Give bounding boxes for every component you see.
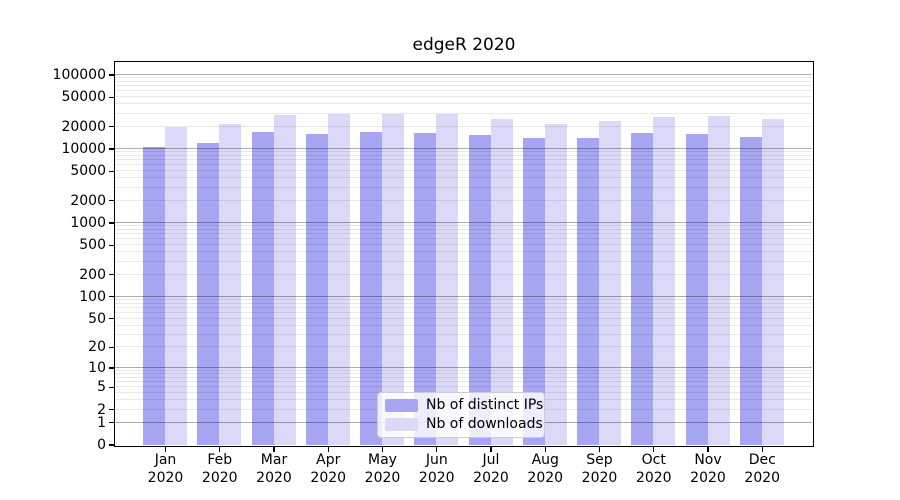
bar-nb-of-distinct-ips-nov-2020 — [685, 134, 708, 445]
x-axis-tick-jan-2020 — [164, 446, 167, 452]
bar-nb-of-downloads-jun-2020 — [436, 113, 459, 445]
legend-label-downloads: Nb of downloads — [426, 416, 543, 432]
y-axis-tick-0 — [109, 444, 115, 446]
x-tick-label-dec-2020: Dec 2020 — [744, 452, 781, 486]
y-axis-tick-5 — [109, 386, 115, 389]
bar-nb-of-downloads-nov-2020 — [707, 116, 730, 445]
bar-nb-of-downloads-jul-2020 — [490, 118, 513, 445]
x-axis-tick-apr-2020 — [327, 446, 329, 452]
y-axis-tick-20 — [109, 346, 115, 348]
y-axis-tick-200 — [109, 273, 115, 276]
bar-nb-of-downloads-sep-2020 — [599, 120, 621, 445]
y-tick-label-1000: 1000 — [70, 214, 106, 231]
y-axis-tick-2000 — [109, 200, 115, 202]
x-axis-tick-dec-2020 — [761, 446, 763, 452]
x-tick-label-jul-2020: Jul 2020 — [473, 452, 509, 486]
bar-nb-of-distinct-ips-feb-2020 — [197, 143, 220, 445]
y-axis-tick-100 — [109, 296, 115, 298]
bar-nb-of-distinct-ips-mar-2020 — [251, 131, 274, 445]
x-axis-tick-may-2020 — [381, 446, 384, 452]
bar-nb-of-distinct-ips-dec-2020 — [739, 136, 762, 445]
y-axis-tick-1000 — [109, 222, 115, 224]
x-tick-label-nov-2020: Nov 2020 — [690, 452, 726, 486]
bar-nb-of-downloads-mar-2020 — [273, 114, 296, 445]
y-axis-tick-100000 — [109, 74, 115, 76]
y-tick-label-500: 500 — [79, 237, 106, 254]
bar-nb-of-distinct-ips-may-2020 — [360, 132, 382, 445]
bar-nb-of-distinct-ips-sep-2020 — [577, 137, 599, 445]
bar-nb-of-downloads-feb-2020 — [219, 123, 242, 445]
legend: Nb of distinct IPs Nb of downloads — [377, 392, 545, 438]
y-tick-label-50000: 50000 — [61, 89, 106, 106]
y-tick-label-2: 2 — [97, 401, 106, 418]
x-axis-tick-jul-2020 — [490, 446, 492, 452]
y-tick-label-100: 100 — [79, 288, 106, 305]
y-axis-tick-1 — [109, 422, 115, 424]
bar-nb-of-distinct-ips-aug-2020 — [522, 138, 545, 445]
legend-label-distinct-ips: Nb of distinct IPs — [426, 397, 544, 413]
legend-swatch-distinct-ips — [385, 399, 418, 412]
bar-nb-of-downloads-dec-2020 — [761, 119, 784, 445]
x-axis-tick-feb-2020 — [219, 446, 221, 452]
x-tick-label-sep-2020: Sep 2020 — [581, 452, 618, 486]
y-axis-tick-10000 — [109, 148, 115, 150]
y-axis-tick-50 — [109, 317, 115, 320]
y-axis-tick-5000 — [109, 170, 115, 172]
x-axis-tick-sep-2020 — [598, 446, 601, 452]
bar-nb-of-distinct-ips-jun-2020 — [414, 132, 437, 445]
y-axis-tick-10 — [109, 367, 115, 369]
bar-nb-of-downloads-apr-2020 — [327, 114, 350, 445]
y-tick-label-100000: 100000 — [52, 67, 106, 83]
plot-area — [113, 60, 814, 447]
x-tick-label-may-2020: May 2020 — [364, 452, 401, 486]
chart-title: edgeR 2020 — [412, 35, 516, 55]
x-axis-tick-jun-2020 — [436, 446, 438, 452]
x-axis-tick-oct-2020 — [653, 446, 655, 452]
x-tick-label-apr-2020: Apr 2020 — [310, 452, 347, 486]
x-tick-label-jun-2020: Jun 2020 — [418, 452, 455, 486]
x-tick-label-aug-2020: Aug 2020 — [527, 452, 564, 486]
bar-nb-of-downloads-jan-2020 — [165, 127, 187, 445]
x-tick-label-jan-2020: Jan 2020 — [147, 452, 184, 486]
y-tick-label-20: 20 — [88, 339, 106, 356]
y-axis-tick-2 — [109, 409, 115, 411]
y-axis-tick-50000 — [109, 96, 115, 98]
y-tick-label-50: 50 — [88, 310, 106, 327]
legend-swatch-downloads — [385, 418, 418, 431]
y-tick-label-10: 10 — [88, 359, 106, 376]
x-axis-tick-mar-2020 — [273, 446, 275, 452]
y-tick-label-5: 5 — [97, 379, 106, 396]
bar-nb-of-downloads-may-2020 — [382, 113, 404, 445]
x-tick-label-mar-2020: Mar 2020 — [256, 452, 292, 486]
bars-layer — [115, 62, 812, 445]
legend-item-downloads: Nb of downloads — [385, 417, 543, 432]
y-tick-label-10000: 10000 — [61, 140, 106, 157]
y-tick-label-2000: 2000 — [70, 192, 106, 209]
bar-nb-of-distinct-ips-jul-2020 — [468, 135, 491, 445]
y-tick-label-200: 200 — [79, 266, 106, 283]
legend-item-distinct-ips: Nb of distinct IPs — [385, 398, 543, 413]
x-axis-tick-nov-2020 — [707, 446, 709, 452]
y-tick-label-5000: 5000 — [70, 163, 106, 180]
bar-nb-of-downloads-aug-2020 — [544, 123, 567, 445]
x-tick-label-feb-2020: Feb 2020 — [201, 452, 238, 486]
y-axis-tick-20000 — [109, 126, 115, 128]
x-tick-label-oct-2020: Oct 2020 — [635, 452, 672, 486]
x-axis-tick-aug-2020 — [544, 446, 546, 452]
y-tick-label-0: 0 — [97, 437, 106, 453]
bar-nb-of-distinct-ips-oct-2020 — [631, 133, 654, 445]
y-tick-label-1: 1 — [97, 414, 106, 431]
bar-nb-of-downloads-oct-2020 — [653, 116, 676, 445]
y-axis-tick-500 — [109, 244, 115, 246]
y-tick-label-20000: 20000 — [61, 118, 106, 135]
bar-nb-of-distinct-ips-jan-2020 — [143, 146, 165, 445]
bar-nb-of-distinct-ips-apr-2020 — [305, 133, 328, 445]
